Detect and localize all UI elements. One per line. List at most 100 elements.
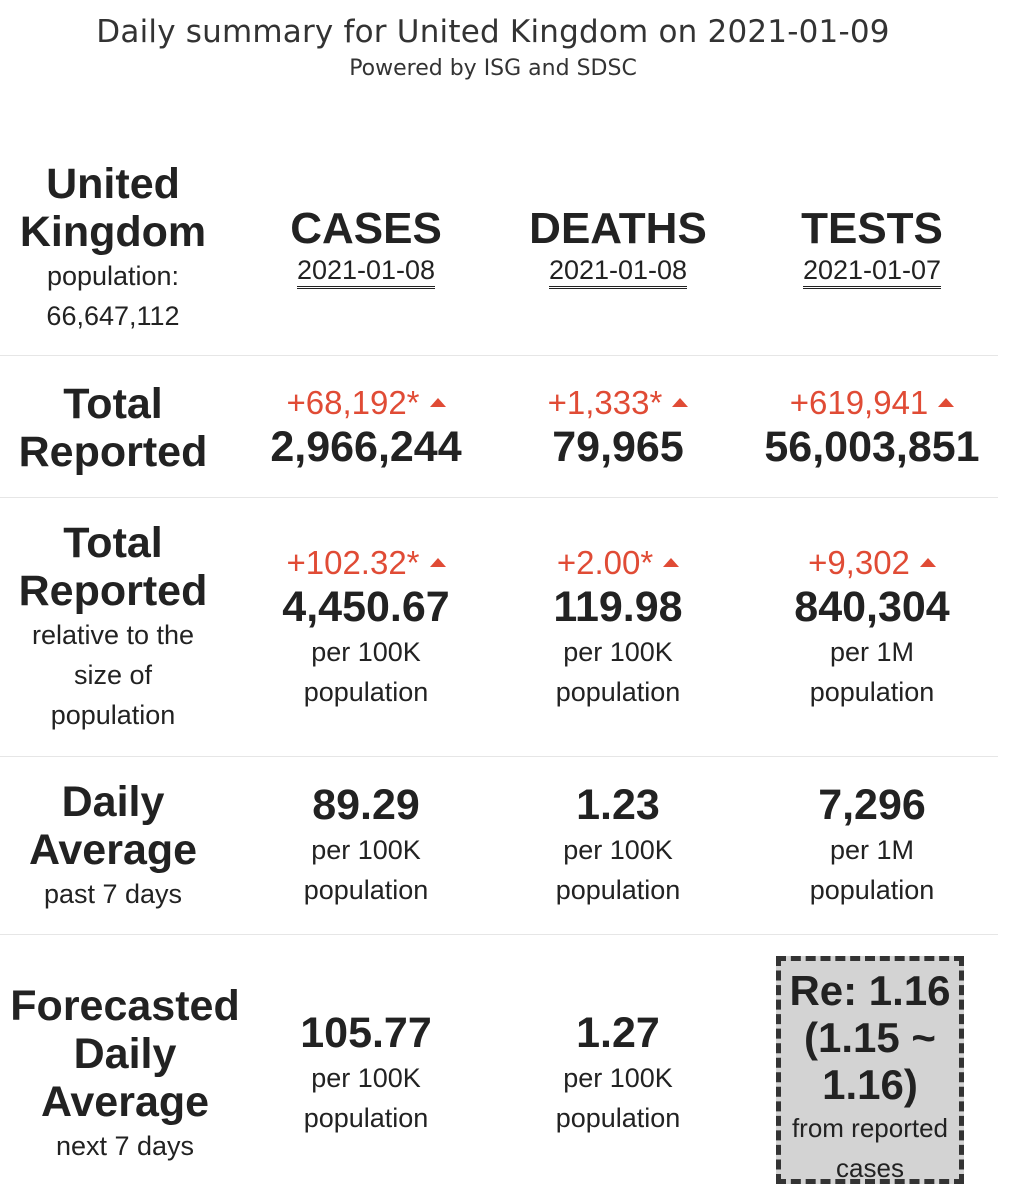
tests-daily-unit: per 1M [829, 835, 915, 865]
relative-label-line2: Reported [18, 567, 208, 615]
tests-date: 2021-01-07 [802, 254, 942, 289]
deaths-daily-unit: per 100K [563, 835, 673, 865]
tests-daily-cell: 7,296 per 1M population [744, 780, 1000, 910]
deaths-relative-delta-text: +2.00* [556, 544, 654, 581]
relative-desc-line1: relative to the [31, 620, 195, 650]
re-interval-line1: (1.15 ~ [804, 1014, 936, 1061]
re-value: Re: 1.16 [789, 967, 951, 1014]
tests-relative-delta-text: +9,302 [808, 544, 910, 581]
triangle-up-icon [672, 397, 689, 407]
cases-relative-delta: +102.32* [240, 544, 492, 582]
tests-relative-unit: per 1M [829, 637, 915, 667]
triangle-up-icon [663, 557, 680, 567]
deaths-daily-cell: 1.23 per 100K population [492, 780, 744, 910]
page-subtitle: Powered by ISG and SDSC [349, 56, 637, 81]
deaths-heading: DEATHS [529, 204, 707, 253]
deaths-total-value: 79,965 [552, 423, 684, 471]
region-name-line2: Kingdom [19, 208, 207, 256]
re-source-line1: from reported [791, 1113, 949, 1143]
page-title: Daily summary for United Kingdom on 2021… [96, 14, 890, 50]
cases-relative-delta-text: +102.32* [286, 544, 420, 581]
cases-total-cell: +68,192* 2,966,244 [240, 384, 492, 472]
forecast-label-line2: Daily [73, 1030, 177, 1078]
row-divider [0, 934, 998, 935]
deaths-forecast-cell: 1.27 per 100K population [492, 1008, 744, 1138]
row-divider [0, 756, 998, 757]
tests-header: TESTS 2021-01-07 [744, 204, 1000, 289]
deaths-total-cell: +1,333* 79,965 [492, 384, 744, 472]
forecast-label: Forecasted Daily Average next 7 days [0, 982, 250, 1166]
cases-daily-unit2: population [303, 875, 429, 905]
daily-average-label-line1: Daily [61, 778, 165, 826]
tests-heading: TESTS [801, 204, 943, 253]
deaths-date: 2021-01-08 [548, 254, 688, 289]
triangle-up-icon [429, 557, 446, 567]
row-divider [0, 497, 998, 498]
tests-relative-cell: +9,302 840,304 per 1M population [744, 544, 1000, 712]
triangle-up-icon [919, 557, 936, 567]
cases-relative-value: 4,450.67 [282, 583, 450, 631]
total-reported-label-line2: Reported [18, 428, 208, 476]
deaths-relative-delta: +2.00* [492, 544, 744, 582]
deaths-daily-value: 1.23 [576, 781, 660, 829]
forecast-label-line1: Forecasted [10, 982, 240, 1030]
row-divider [0, 355, 998, 356]
cases-relative-unit2: population [303, 677, 429, 707]
deaths-forecast-unit2: population [555, 1103, 681, 1133]
deaths-forecast-value: 1.27 [576, 1009, 660, 1057]
re-source-line2: cases [836, 1153, 904, 1183]
deaths-total-delta: +1,333* [492, 384, 744, 422]
tests-total-value: 56,003,851 [764, 423, 980, 471]
population-label: population: [46, 261, 180, 291]
cases-forecast-unit2: population [303, 1103, 429, 1133]
tests-total-delta: +619,941 [744, 384, 1000, 422]
deaths-relative-unit2: population [555, 677, 681, 707]
forecast-label-line3: Average [40, 1078, 210, 1126]
total-reported-label: Total Reported [0, 380, 226, 476]
cases-total-delta: +68,192* [240, 384, 492, 422]
forecast-desc: next 7 days [55, 1131, 195, 1161]
relative-label-line1: Total [63, 519, 163, 567]
deaths-header: DEATHS 2021-01-08 [492, 204, 744, 289]
tests-total-delta-text: +619,941 [789, 384, 929, 421]
re-estimate-box: Re: 1.16 (1.15 ~ 1.16) from reported cas… [776, 956, 964, 1184]
relative-desc-line2: size of [73, 660, 153, 690]
tests-relative-unit2: population [809, 677, 935, 707]
cases-forecast-unit: per 100K [311, 1063, 421, 1093]
tests-total-cell: +619,941 56,003,851 [744, 384, 1000, 472]
daily-average-desc: past 7 days [43, 879, 183, 909]
re-interval-line2: 1.16) [822, 1061, 918, 1108]
relative-label: Total Reported relative to the size of p… [0, 519, 226, 735]
total-reported-label-line1: Total [63, 380, 163, 428]
cases-daily-cell: 89.29 per 100K population [240, 780, 492, 910]
population-value: 66,647,112 [46, 301, 180, 331]
cases-total-delta-text: +68,192* [286, 384, 420, 421]
cases-date: 2021-01-08 [296, 254, 436, 289]
region-cell: United Kingdom population: 66,647,112 [0, 160, 226, 336]
daily-average-label-line2: Average [28, 826, 198, 874]
daily-average-label: Daily Average past 7 days [0, 778, 226, 914]
triangle-up-icon [429, 397, 446, 407]
cases-relative-cell: +102.32* 4,450.67 per 100K population [240, 544, 492, 712]
cases-heading: CASES [290, 204, 442, 253]
tests-relative-delta: +9,302 [744, 544, 1000, 582]
deaths-total-delta-text: +1,333* [547, 384, 663, 421]
cases-daily-value: 89.29 [312, 781, 420, 829]
region-name-line1: United [46, 160, 180, 208]
cases-forecast-value: 105.77 [300, 1009, 432, 1057]
deaths-relative-value: 119.98 [553, 583, 683, 631]
cases-forecast-cell: 105.77 per 100K population [240, 1008, 492, 1138]
cases-relative-unit: per 100K [311, 637, 421, 667]
tests-daily-unit2: population [809, 875, 935, 905]
relative-desc-line3: population [50, 700, 176, 730]
tests-daily-value: 7,296 [818, 781, 926, 829]
tests-relative-value: 840,304 [794, 583, 950, 631]
cases-total-value: 2,966,244 [270, 423, 462, 471]
triangle-up-icon [938, 397, 955, 407]
cases-daily-unit: per 100K [311, 835, 421, 865]
deaths-daily-unit2: population [555, 875, 681, 905]
cases-header: CASES 2021-01-08 [240, 204, 492, 289]
deaths-forecast-unit: per 100K [563, 1063, 673, 1093]
deaths-relative-unit: per 100K [563, 637, 673, 667]
deaths-relative-cell: +2.00* 119.98 per 100K population [492, 544, 744, 712]
